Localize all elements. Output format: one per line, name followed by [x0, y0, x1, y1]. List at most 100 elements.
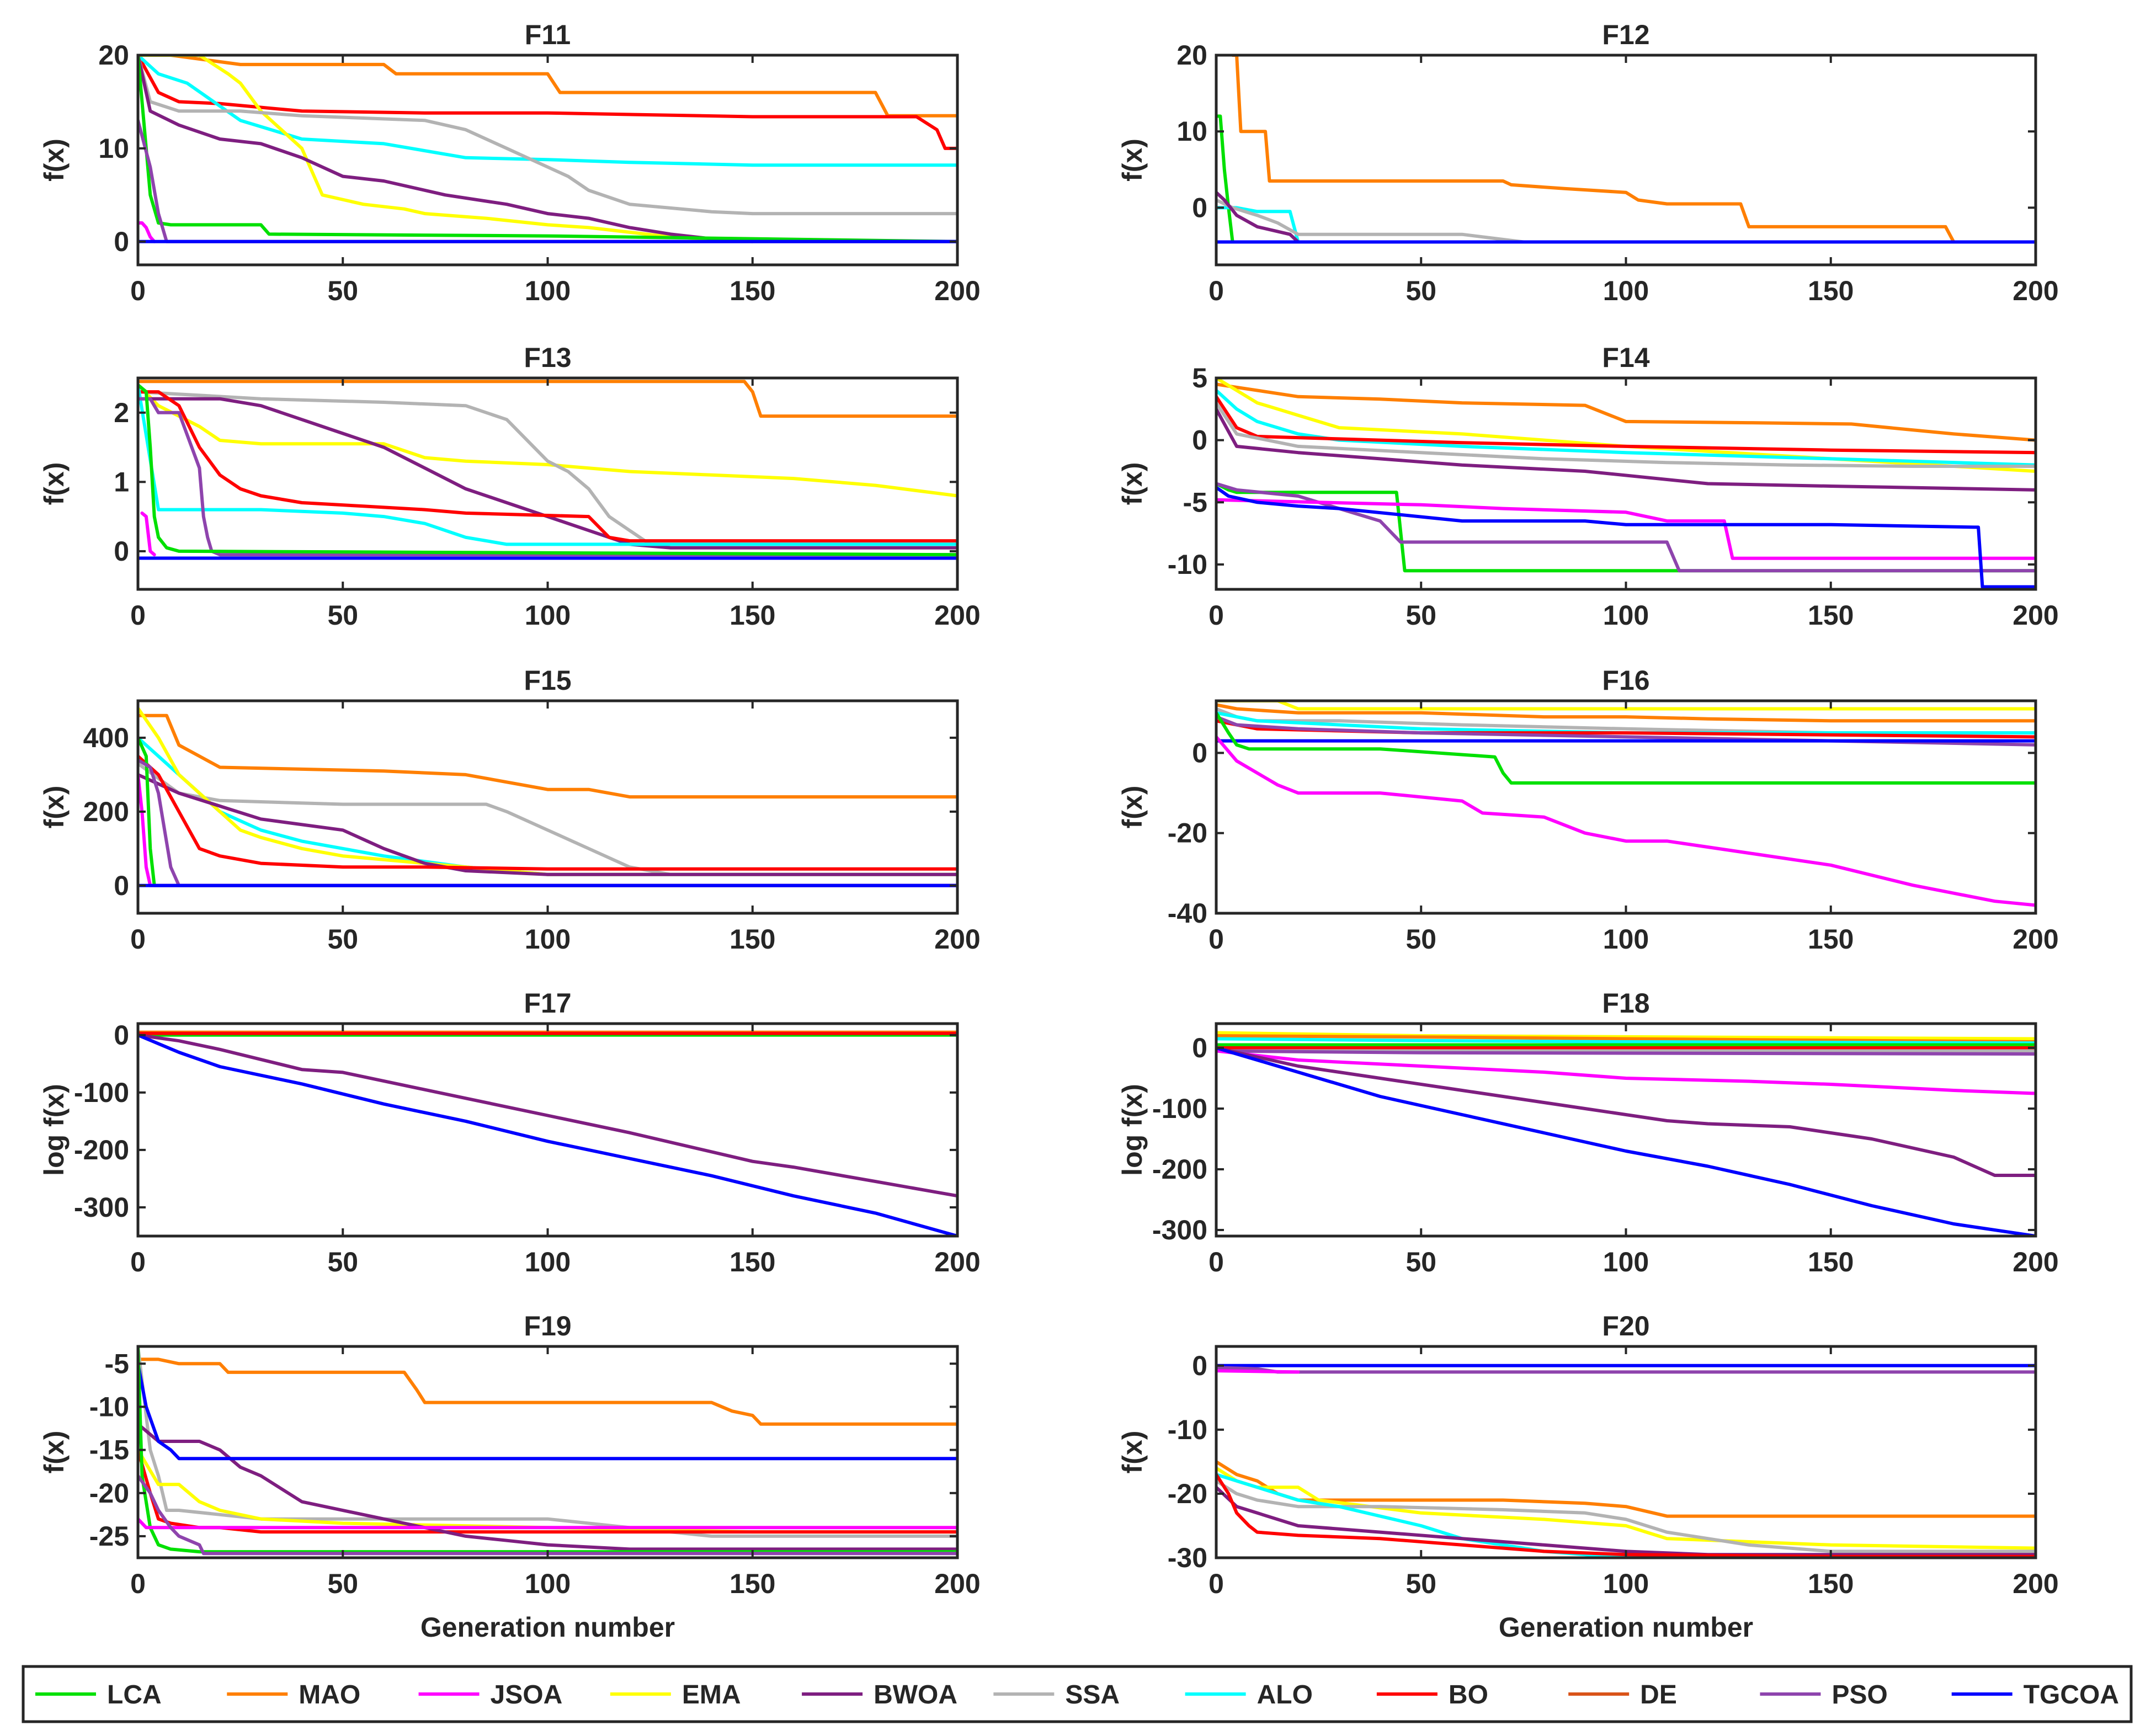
series-line-bwoa-f13 [138, 397, 957, 550]
plot-area-f14 [1216, 378, 2036, 589]
x-tick-label: 0 [130, 1568, 146, 1599]
y-tick-label: -10 [1168, 1414, 1207, 1445]
y-tick-label: -20 [89, 1478, 129, 1509]
x-tick-label: 100 [1603, 275, 1649, 306]
x-tick-label: 100 [1603, 1247, 1649, 1277]
series-line-alo-f20 [1216, 1473, 2036, 1558]
subplot-title-f15: F15 [524, 665, 571, 696]
series-line-bo-f20 [1216, 1473, 2036, 1558]
x-tick-label: 200 [934, 1247, 980, 1277]
series-line-ema-f13 [138, 383, 957, 498]
subplot-f20: 0 50 100 150 200 -30 -20 -10 0 F20 f(x) Generation … [1117, 1311, 2059, 1643]
legend-label-ema: EMA [682, 1680, 741, 1710]
series-line-pso-f18 [1216, 1049, 2036, 1056]
y-tick-label: 0 [1192, 1032, 1207, 1063]
x-tick-label: 200 [2012, 1247, 2058, 1277]
y-axis-label-f11: f(x) [39, 139, 70, 182]
y-axis-label-f19: f(x) [39, 1431, 70, 1474]
x-tick-label: 0 [1208, 275, 1224, 306]
legend-label-bo: BO [1449, 1680, 1488, 1710]
y-axis-label-f17: log f(x) [39, 1084, 70, 1176]
legend-label-de: DE [1640, 1680, 1677, 1710]
subplot-f13: 0 50 100 150 200 0 1 2 F13 f(x) [39, 342, 981, 631]
subplot-title-f16: F16 [1602, 665, 1649, 696]
y-tick-label: 1 [114, 466, 129, 497]
y-tick-label: -100 [74, 1077, 129, 1108]
x-tick-label: 0 [130, 600, 146, 631]
y-tick-label: -20 [1168, 818, 1207, 849]
x-tick-label: 0 [130, 924, 146, 955]
legend-item-bwoa: BWOA [802, 1680, 957, 1710]
series-line-bwoa-f18 [1216, 1046, 2036, 1177]
series-line-ssa-f20 [1216, 1479, 2036, 1553]
x-tick-label: 0 [130, 275, 146, 306]
series-line-jsoa-f13 [140, 511, 156, 557]
legend-label-alo: ALO [1257, 1680, 1313, 1710]
subplot-f15: 0 50 100 150 200 0 200 400 F15 f(x) [39, 665, 981, 955]
subplot-f12: 0 50 100 150 200 0 10 20 F12 f(x) [1117, 19, 2059, 306]
x-tick-label: 150 [1808, 1247, 1854, 1277]
series-line-jsoa-f11 [138, 221, 156, 243]
series-line-bwoa-f17 [138, 1033, 957, 1198]
subplot-title-f17: F17 [524, 988, 571, 1019]
plot-area-f12 [1216, 55, 2036, 265]
x-tick-label: 100 [525, 600, 571, 631]
legend-label-jsoa: JSOA [491, 1680, 563, 1710]
x-tick-label: 150 [730, 600, 775, 631]
series-line-tgcoa-f19 [138, 1362, 957, 1461]
series-line-mao-f18 [1216, 1034, 2036, 1043]
subplot-f19: 0 50 100 150 200 -25 -20 -15 -10 -5 F19 f(x) Generat… [39, 1311, 981, 1643]
legend-item-ema: EMA [610, 1680, 741, 1710]
y-tick-label: 20 [98, 40, 129, 71]
x-tick-label: 150 [1808, 924, 1854, 955]
x-tick-label: 150 [1808, 275, 1854, 306]
y-tick-label: -30 [1168, 1542, 1207, 1573]
y-tick-label: 5 [1192, 363, 1207, 393]
y-tick-label: 400 [83, 722, 129, 753]
plot-area-f19 [138, 1346, 957, 1558]
series-line-ssa-f14 [1216, 401, 2036, 468]
subplot-f14: 0 50 100 150 200 -10 -5 0 5 F14 f(x) [1117, 342, 2059, 631]
legend-label-bwoa: BWOA [874, 1680, 957, 1710]
series-line-pso-f14 [1216, 482, 2036, 573]
subplot-title-f20: F20 [1602, 1311, 1649, 1341]
y-tick-label: -15 [89, 1435, 129, 1466]
x-tick-label: 50 [1405, 924, 1436, 955]
x-tick-label: 200 [934, 924, 980, 955]
series-line-bwoa-f11 [138, 55, 754, 243]
subplot-title-f11: F11 [525, 19, 571, 50]
series-line-mao-f14 [1216, 382, 2036, 442]
x-tick-label: 50 [1405, 1568, 1436, 1599]
subplot-title-f12: F12 [1602, 19, 1649, 50]
x-tick-label: 200 [934, 1568, 980, 1599]
series-line-lca-f14 [1216, 482, 2036, 573]
series-group-f11 [138, 55, 957, 243]
series-group-f17 [138, 1030, 957, 1236]
legend-item-pso: PSO [1760, 1680, 1888, 1710]
y-tick-label: 0 [1192, 425, 1207, 456]
y-tick-label: -40 [1168, 898, 1207, 929]
x-tick-label: 50 [1405, 1247, 1436, 1277]
x-tick-label: 50 [327, 600, 358, 631]
x-tick-label: 150 [730, 1568, 775, 1599]
series-line-mao-f12 [1231, 55, 2036, 244]
y-tick-label: -5 [105, 1348, 129, 1379]
series-group-f19 [138, 1346, 957, 1556]
series-line-jsoa-f14 [1216, 498, 2036, 560]
x-tick-label: 150 [730, 924, 775, 955]
series-line-ssa-f13 [138, 390, 957, 546]
legend-item-alo: ALO [1185, 1680, 1313, 1710]
x-tick-label: 0 [1208, 1247, 1224, 1277]
y-axis-label-f18: log f(x) [1117, 1084, 1148, 1176]
series-line-bwoa-f14 [1216, 407, 2036, 492]
y-tick-label: -200 [74, 1135, 129, 1165]
series-line-ssa-f11 [138, 55, 957, 216]
series-line-mao-f13 [138, 380, 957, 418]
series-line-tgcoa-f18 [1216, 1046, 2036, 1236]
series-line-jsoa-f18 [1216, 1049, 2036, 1095]
y-tick-label: 0 [114, 1020, 129, 1051]
legend-label-pso: PSO [1831, 1680, 1887, 1710]
x-tick-label: 150 [1808, 1568, 1854, 1599]
legend-item-jsoa: JSOA [418, 1680, 563, 1710]
